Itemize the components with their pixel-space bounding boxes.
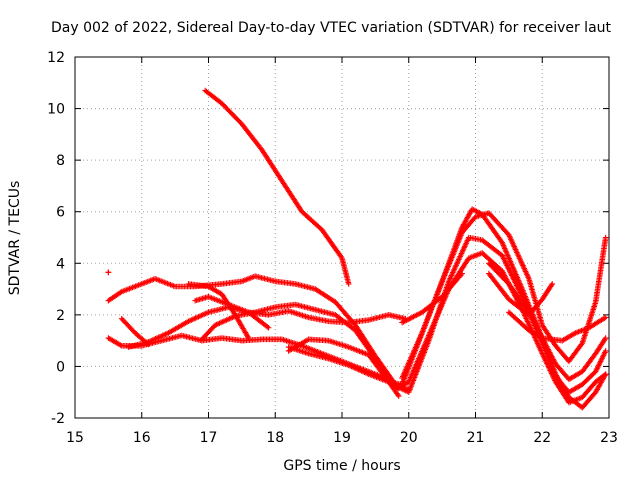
x-tick-labels: 15 16 17 18 19 20 21 22 23 <box>66 430 618 446</box>
data-point <box>264 323 271 330</box>
data-point <box>265 324 272 331</box>
series-pass-1 <box>105 269 112 276</box>
y-tick-label: 12 <box>47 50 65 66</box>
data-point <box>105 269 112 276</box>
series-pass-7 <box>192 294 272 331</box>
x-tick-label: 19 <box>333 430 351 446</box>
x-tick-label: 16 <box>133 430 151 446</box>
y-tick-label: -2 <box>51 411 65 427</box>
series-pass-16 <box>486 260 609 396</box>
y-tick-labels: -2 0 2 4 6 8 10 12 <box>47 50 65 427</box>
data-point <box>578 341 585 348</box>
x-tick-label: 22 <box>533 430 551 446</box>
series-pass-4 <box>118 315 152 348</box>
series-pass-15 <box>506 309 609 344</box>
x-tick-label: 17 <box>200 430 218 446</box>
y-tick-label: 8 <box>56 153 65 169</box>
data-point <box>602 314 609 321</box>
y-tick-label: 2 <box>56 308 65 324</box>
data-point <box>245 335 252 341</box>
data-point <box>459 270 465 277</box>
y-tick-label: 6 <box>56 205 65 221</box>
series-pass-13 <box>399 270 465 326</box>
chart-title: Day 002 of 2022, Sidereal Day-to-day VTE… <box>51 20 612 36</box>
data-point <box>602 335 609 341</box>
data-point <box>602 234 609 241</box>
x-axis-title: GPS time / hours <box>283 458 400 474</box>
x-tick-label: 20 <box>400 430 418 446</box>
data-point <box>602 336 608 343</box>
x-tick-label: 21 <box>467 430 485 446</box>
data-point <box>458 272 464 278</box>
y-axis-title: SDTVAR / TECUs <box>7 181 23 296</box>
data-point <box>345 281 352 287</box>
x-tick-label: 23 <box>600 430 618 446</box>
data-points <box>105 87 609 411</box>
data-point <box>395 391 401 398</box>
y-tick-label: 0 <box>56 359 65 375</box>
data-point <box>395 393 402 399</box>
x-tick-label: 15 <box>66 430 84 446</box>
data-point <box>602 348 609 354</box>
data-point <box>338 254 344 260</box>
series-pass-8 <box>202 87 352 287</box>
plot-frame <box>74 56 610 419</box>
data-point <box>549 281 556 287</box>
data-point <box>602 371 609 377</box>
y-tick-label: 4 <box>56 256 65 272</box>
data-point <box>548 282 555 289</box>
y-tick-label: 10 <box>47 102 65 118</box>
x-tick-label: 18 <box>266 430 284 446</box>
